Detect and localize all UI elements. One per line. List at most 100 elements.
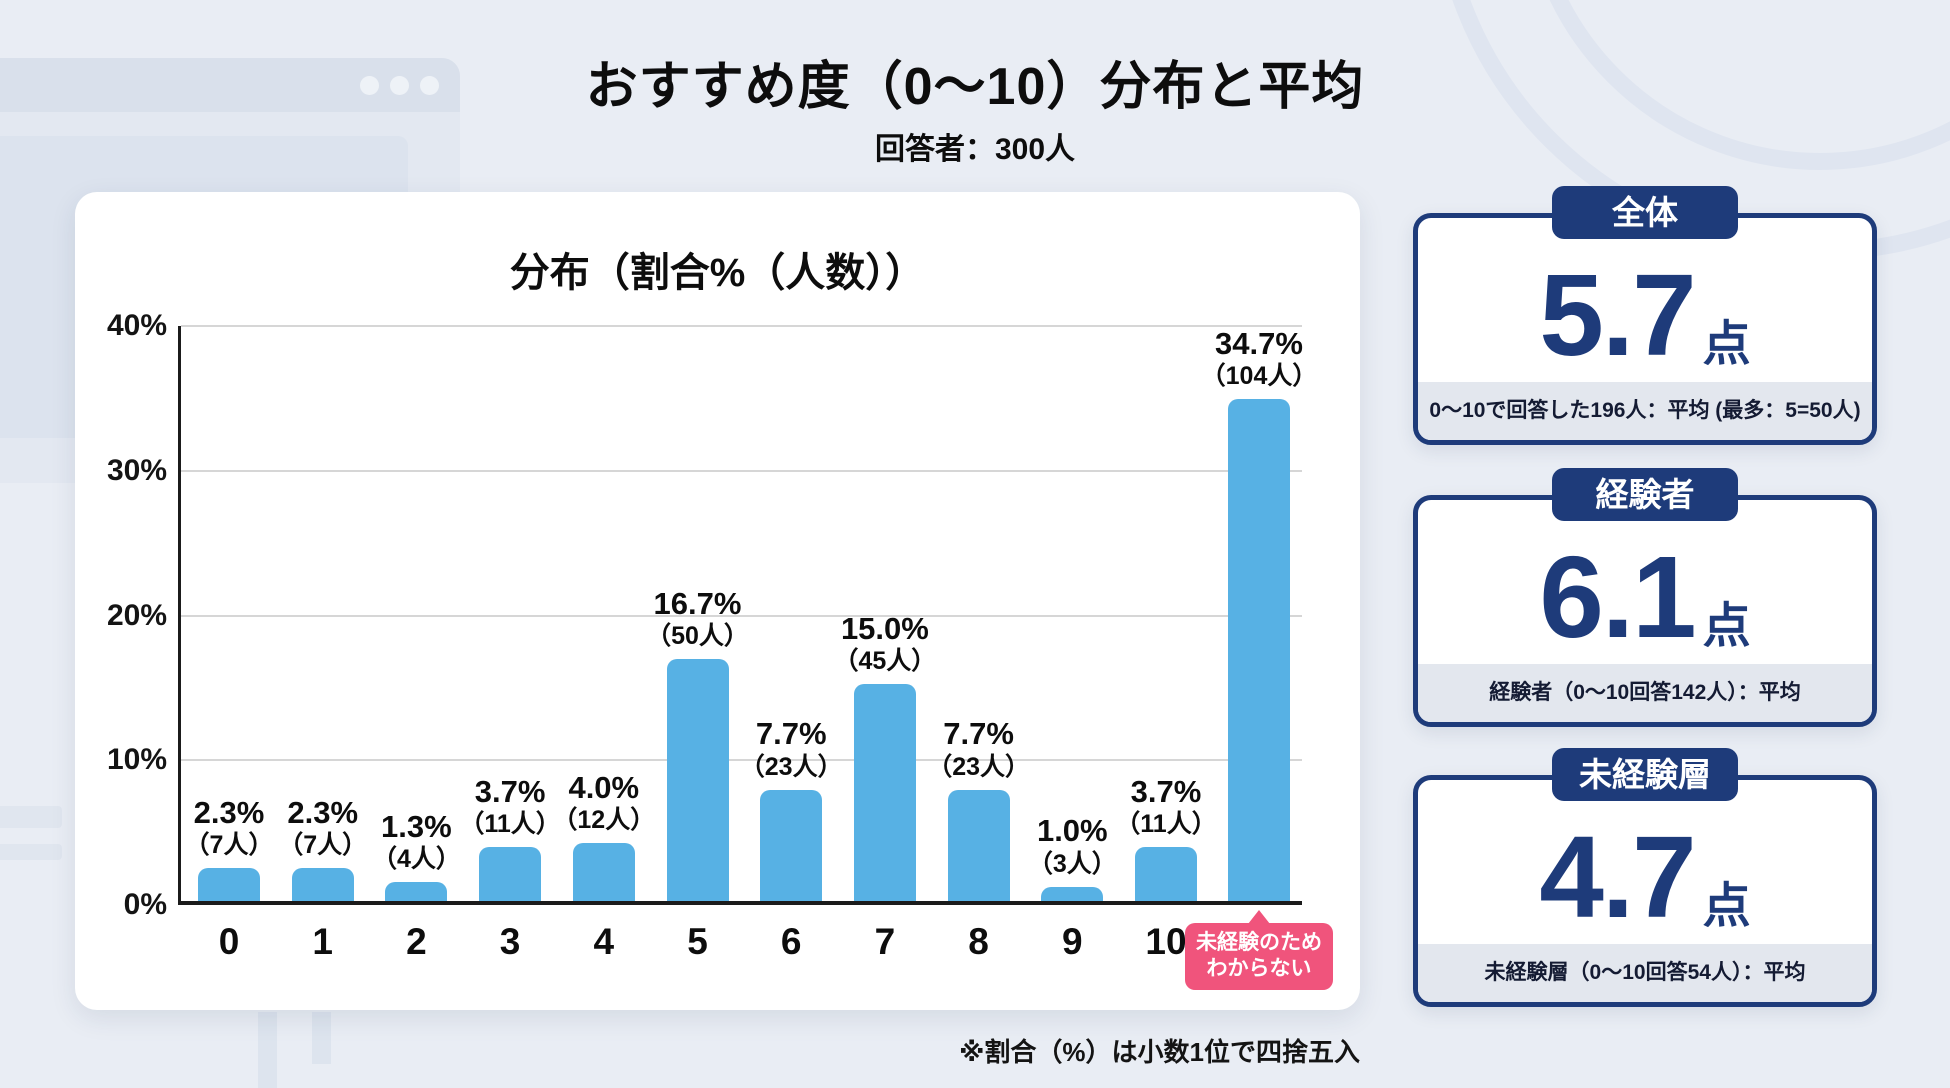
panel-score: 5.7 点 bbox=[1418, 218, 1872, 382]
summary-panel-experienced: 6.1 点 経験者（0〜10回答142人）：平均 経験者 bbox=[1413, 468, 1877, 727]
panel-score: 4.7 点 bbox=[1418, 780, 1872, 944]
x-axis-tick-label: 3 bbox=[499, 921, 521, 962]
panel-footer-note: 経験者（0〜10回答142人）：平均 bbox=[1418, 664, 1872, 722]
bar-count-label: （12人） bbox=[552, 806, 656, 835]
panel-score: 6.1 点 bbox=[1418, 500, 1872, 664]
bar-value-label: 4.0% （12人） bbox=[524, 770, 684, 835]
panel-footer-note: 未経験層（0〜10回答54人）：平均 bbox=[1418, 944, 1872, 1002]
bar-value-label: 2.3% （7人） bbox=[243, 794, 403, 860]
page-subtitle: 回答者：300人 bbox=[874, 133, 1076, 166]
bar-value-label: 3.7% （11人） bbox=[430, 775, 590, 839]
score-unit: 点 bbox=[1702, 880, 1751, 933]
bar-percent-label: 1.3% bbox=[381, 809, 452, 845]
x-axis-tick-label: 10 bbox=[1145, 921, 1187, 962]
panel-badge: 全体 bbox=[1552, 186, 1738, 239]
bar-count-label: （7人） bbox=[184, 830, 274, 859]
background-decoration bbox=[312, 1012, 331, 1064]
bar bbox=[198, 867, 260, 901]
bar bbox=[947, 789, 1010, 901]
gridline bbox=[181, 759, 1302, 762]
bar-value-label: 7.7% （23人） bbox=[899, 717, 1059, 781]
bar-count-label: （3人） bbox=[1027, 849, 1117, 878]
gridline bbox=[181, 325, 1302, 327]
footnote: ※割合（%）は小数1位で四捨五入 bbox=[959, 1037, 1360, 1067]
bar-percent-label: 2.3% bbox=[193, 794, 265, 830]
x-axis-tick-label: 8 bbox=[968, 921, 989, 962]
bar-count-label: （11人） bbox=[1115, 810, 1217, 839]
bar-percent-label: 2.3% bbox=[287, 794, 359, 830]
x-axis-tick-label: 9 bbox=[1062, 921, 1083, 962]
summary-panel-overall: 5.7 点 0〜10で回答した196人：平均 (最多：5=50人) 全体 bbox=[1413, 186, 1877, 445]
panel-box: 6.1 点 経験者（0〜10回答142人）：平均 bbox=[1413, 495, 1877, 727]
bar-value-label: 15.0% （45人） bbox=[805, 611, 965, 676]
bar bbox=[385, 882, 448, 901]
y-axis-tick-label: 40% bbox=[106, 309, 167, 342]
browser-titlebar bbox=[0, 58, 460, 112]
panel-badge: 経験者 bbox=[1552, 468, 1738, 521]
bar bbox=[1228, 398, 1290, 901]
bar-value-label: 1.0% （3人） bbox=[992, 814, 1152, 878]
panel-box: 5.7 点 0〜10で回答した196人：平均 (最多：5=50人) bbox=[1413, 213, 1877, 445]
panel-footer-note: 0〜10で回答した196人：平均 (最多：5=50人) bbox=[1418, 382, 1872, 440]
y-axis-tick-label: 20% bbox=[106, 598, 167, 632]
bar bbox=[572, 843, 635, 901]
bar-count-label: （104人） bbox=[1200, 361, 1318, 390]
bar-value-label: 16.7% （50人） bbox=[618, 587, 778, 651]
bar-count-label: （50人） bbox=[646, 622, 749, 651]
chart-title: 分布（割合%（人数）） bbox=[509, 251, 926, 295]
window-dot-icon bbox=[390, 76, 409, 95]
bar-value-label: 1.3% （4人） bbox=[336, 809, 496, 874]
gridline bbox=[181, 469, 1302, 472]
bar bbox=[853, 683, 916, 901]
bar-percent-label: 1.0% bbox=[1036, 813, 1108, 849]
bar bbox=[1135, 847, 1197, 901]
background-decoration bbox=[0, 806, 62, 828]
bar-count-label: （11人） bbox=[459, 810, 561, 839]
bar bbox=[666, 659, 729, 901]
panel-badge: 未経験層 bbox=[1552, 748, 1738, 801]
bar-count-label: （4人） bbox=[371, 845, 461, 874]
bar-value-label: 2.3% （7人） bbox=[149, 794, 309, 860]
y-axis-tick-label: 10% bbox=[106, 743, 167, 777]
score-number: 6.1 bbox=[1539, 531, 1696, 662]
background-decoration bbox=[258, 1012, 277, 1088]
score-number: 4.7 bbox=[1539, 811, 1696, 942]
no-answer-bubble: 未経験のため わからない bbox=[1185, 923, 1333, 990]
bar-value-label: 34.7% （104人） bbox=[1179, 325, 1339, 391]
x-axis-tick-label: 0 bbox=[218, 921, 240, 962]
y-axis-tick-label: 0% bbox=[123, 888, 167, 921]
background-decoration bbox=[0, 844, 62, 860]
bar-percent-label: 3.7% bbox=[1130, 774, 1202, 810]
score-number: 5.7 bbox=[1539, 249, 1696, 380]
x-axis-tick-label: 4 bbox=[593, 921, 615, 962]
summary-panel-inexperienced: 4.7 点 未経験層（0〜10回答54人）：平均 未経験層 bbox=[1413, 748, 1877, 1007]
bar-percent-label: 16.7% bbox=[653, 586, 742, 622]
x-axis-tick-label: 1 bbox=[312, 921, 333, 962]
bar-percent-label: 3.7% bbox=[474, 774, 546, 810]
bar-count-label: （23人） bbox=[739, 752, 843, 781]
bar-value-label: 7.7% （23人） bbox=[711, 717, 871, 781]
panel-box: 4.7 点 未経験層（0〜10回答54人）：平均 bbox=[1413, 775, 1877, 1007]
bar bbox=[1041, 886, 1104, 901]
gridline bbox=[181, 614, 1302, 617]
bar bbox=[479, 847, 542, 901]
bar bbox=[760, 789, 823, 901]
page-title: おすすめ度（0〜10）分布と平均 bbox=[585, 58, 1365, 116]
bar-value-label: 3.7% （11人） bbox=[1086, 775, 1246, 839]
bar-count-label: （7人） bbox=[278, 830, 368, 859]
x-axis-tick-label: 2 bbox=[406, 921, 427, 962]
x-axis-tick-label: 6 bbox=[780, 921, 802, 962]
bar-count-label: （23人） bbox=[927, 752, 1030, 781]
bar-percent-label: 7.7% bbox=[755, 716, 827, 752]
bar-percent-label: 4.0% bbox=[568, 770, 640, 806]
window-dot-icon bbox=[360, 76, 379, 95]
bar-count-label: （45人） bbox=[833, 646, 937, 675]
x-axis-tick-label: 5 bbox=[687, 921, 708, 962]
x-axis-tick-label: 7 bbox=[874, 921, 896, 962]
window-dot-icon bbox=[420, 76, 439, 95]
bar-percent-label: 34.7% bbox=[1215, 325, 1303, 361]
score-unit: 点 bbox=[1702, 318, 1751, 371]
bar-chart-plot-area: 0% 10% 20% 30% 40% 2.3% （7人） 0 2.3% （7人） 1 1.3% （4人）… bbox=[107, 309, 1333, 990]
chart-card: 分布（割合%（人数）） 0% 10% 20% 30% 40% 2.3% （7人） 0 2.3% （… bbox=[75, 192, 1360, 1010]
